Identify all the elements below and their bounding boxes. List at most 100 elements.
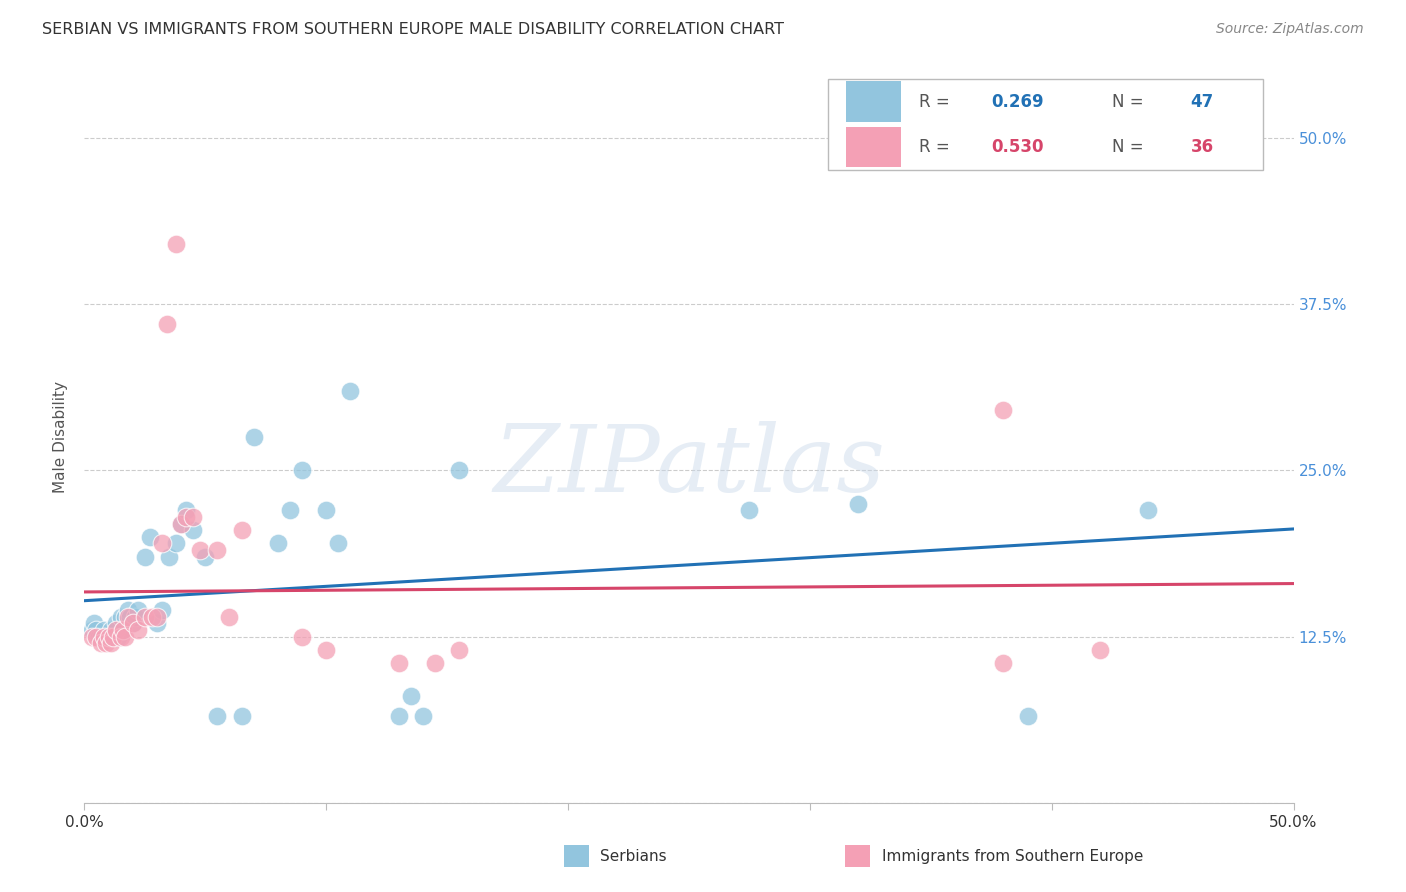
Point xyxy=(165,536,187,550)
Point xyxy=(103,630,125,644)
Point xyxy=(97,630,120,644)
Text: Serbians: Serbians xyxy=(600,849,666,863)
Text: R =: R = xyxy=(918,138,955,156)
Point xyxy=(124,609,146,624)
Point xyxy=(388,656,411,670)
Text: R =: R = xyxy=(918,93,955,111)
Point xyxy=(86,623,108,637)
Point xyxy=(141,609,163,624)
Point xyxy=(127,603,149,617)
Point xyxy=(242,430,264,444)
Text: ZIPatlas: ZIPatlas xyxy=(494,421,884,511)
Point xyxy=(80,630,103,644)
Point xyxy=(181,523,204,537)
Point xyxy=(100,636,122,650)
Text: Immigrants from Southern Europe: Immigrants from Southern Europe xyxy=(882,849,1143,863)
Point xyxy=(165,237,187,252)
Point xyxy=(94,636,117,650)
FancyBboxPatch shape xyxy=(846,81,901,121)
Point xyxy=(107,630,129,644)
Point xyxy=(423,656,446,670)
Point xyxy=(94,630,117,644)
Point xyxy=(93,630,115,644)
Point xyxy=(86,630,108,644)
Point xyxy=(121,616,143,631)
Point xyxy=(339,384,361,398)
Point xyxy=(315,503,337,517)
Point xyxy=(267,536,290,550)
Point xyxy=(83,616,105,631)
Point xyxy=(146,616,169,631)
Point xyxy=(110,609,132,624)
Point xyxy=(278,503,301,517)
Point xyxy=(121,616,143,631)
Point xyxy=(104,616,127,631)
Text: SERBIAN VS IMMIGRANTS FROM SOUTHERN EUROPE MALE DISABILITY CORRELATION CHART: SERBIAN VS IMMIGRANTS FROM SOUTHERN EURO… xyxy=(42,22,785,37)
Point xyxy=(110,630,132,644)
Point xyxy=(449,463,471,477)
Point xyxy=(138,530,160,544)
Point xyxy=(231,523,253,537)
Point xyxy=(170,516,193,531)
Point xyxy=(328,536,350,550)
Point xyxy=(1137,503,1160,517)
Point xyxy=(218,609,240,624)
Text: 36: 36 xyxy=(1191,138,1213,156)
Text: 0.530: 0.530 xyxy=(991,138,1043,156)
Point xyxy=(134,549,156,564)
Point xyxy=(412,709,434,723)
Point xyxy=(993,656,1015,670)
Point xyxy=(207,709,229,723)
FancyBboxPatch shape xyxy=(828,78,1264,170)
Point xyxy=(97,630,120,644)
Point xyxy=(291,463,314,477)
FancyBboxPatch shape xyxy=(846,128,901,168)
Text: Source: ZipAtlas.com: Source: ZipAtlas.com xyxy=(1216,22,1364,37)
Point xyxy=(117,603,139,617)
Point xyxy=(157,549,180,564)
Point xyxy=(100,623,122,637)
Point xyxy=(399,690,422,704)
Point xyxy=(388,709,411,723)
Point xyxy=(93,623,115,637)
Point xyxy=(146,609,169,624)
Point xyxy=(134,609,156,624)
Point xyxy=(104,623,127,637)
Point xyxy=(315,643,337,657)
Point xyxy=(112,623,135,637)
Point xyxy=(103,630,125,644)
Point xyxy=(993,403,1015,417)
Text: 0.269: 0.269 xyxy=(991,93,1043,111)
Y-axis label: Male Disability: Male Disability xyxy=(53,381,69,493)
Point xyxy=(207,543,229,558)
Text: 47: 47 xyxy=(1191,93,1213,111)
Point xyxy=(114,630,136,644)
Point xyxy=(449,643,471,657)
Point xyxy=(174,503,197,517)
Point xyxy=(1017,709,1039,723)
Point xyxy=(120,609,142,624)
Point xyxy=(150,603,173,617)
Point xyxy=(181,509,204,524)
Point xyxy=(112,623,135,637)
Text: N =: N = xyxy=(1112,93,1149,111)
Point xyxy=(87,630,110,644)
Point xyxy=(117,609,139,624)
Point xyxy=(114,609,136,624)
Point xyxy=(90,630,112,644)
Point xyxy=(190,543,212,558)
Point xyxy=(1088,643,1111,657)
Point xyxy=(846,497,869,511)
Point xyxy=(231,709,253,723)
Point xyxy=(170,516,193,531)
Point xyxy=(194,549,217,564)
Point xyxy=(80,623,103,637)
Point xyxy=(291,630,314,644)
Point xyxy=(738,503,761,517)
Point xyxy=(150,536,173,550)
Point xyxy=(127,623,149,637)
Point xyxy=(174,509,197,524)
Point xyxy=(90,636,112,650)
Point xyxy=(155,317,177,331)
Text: N =: N = xyxy=(1112,138,1149,156)
